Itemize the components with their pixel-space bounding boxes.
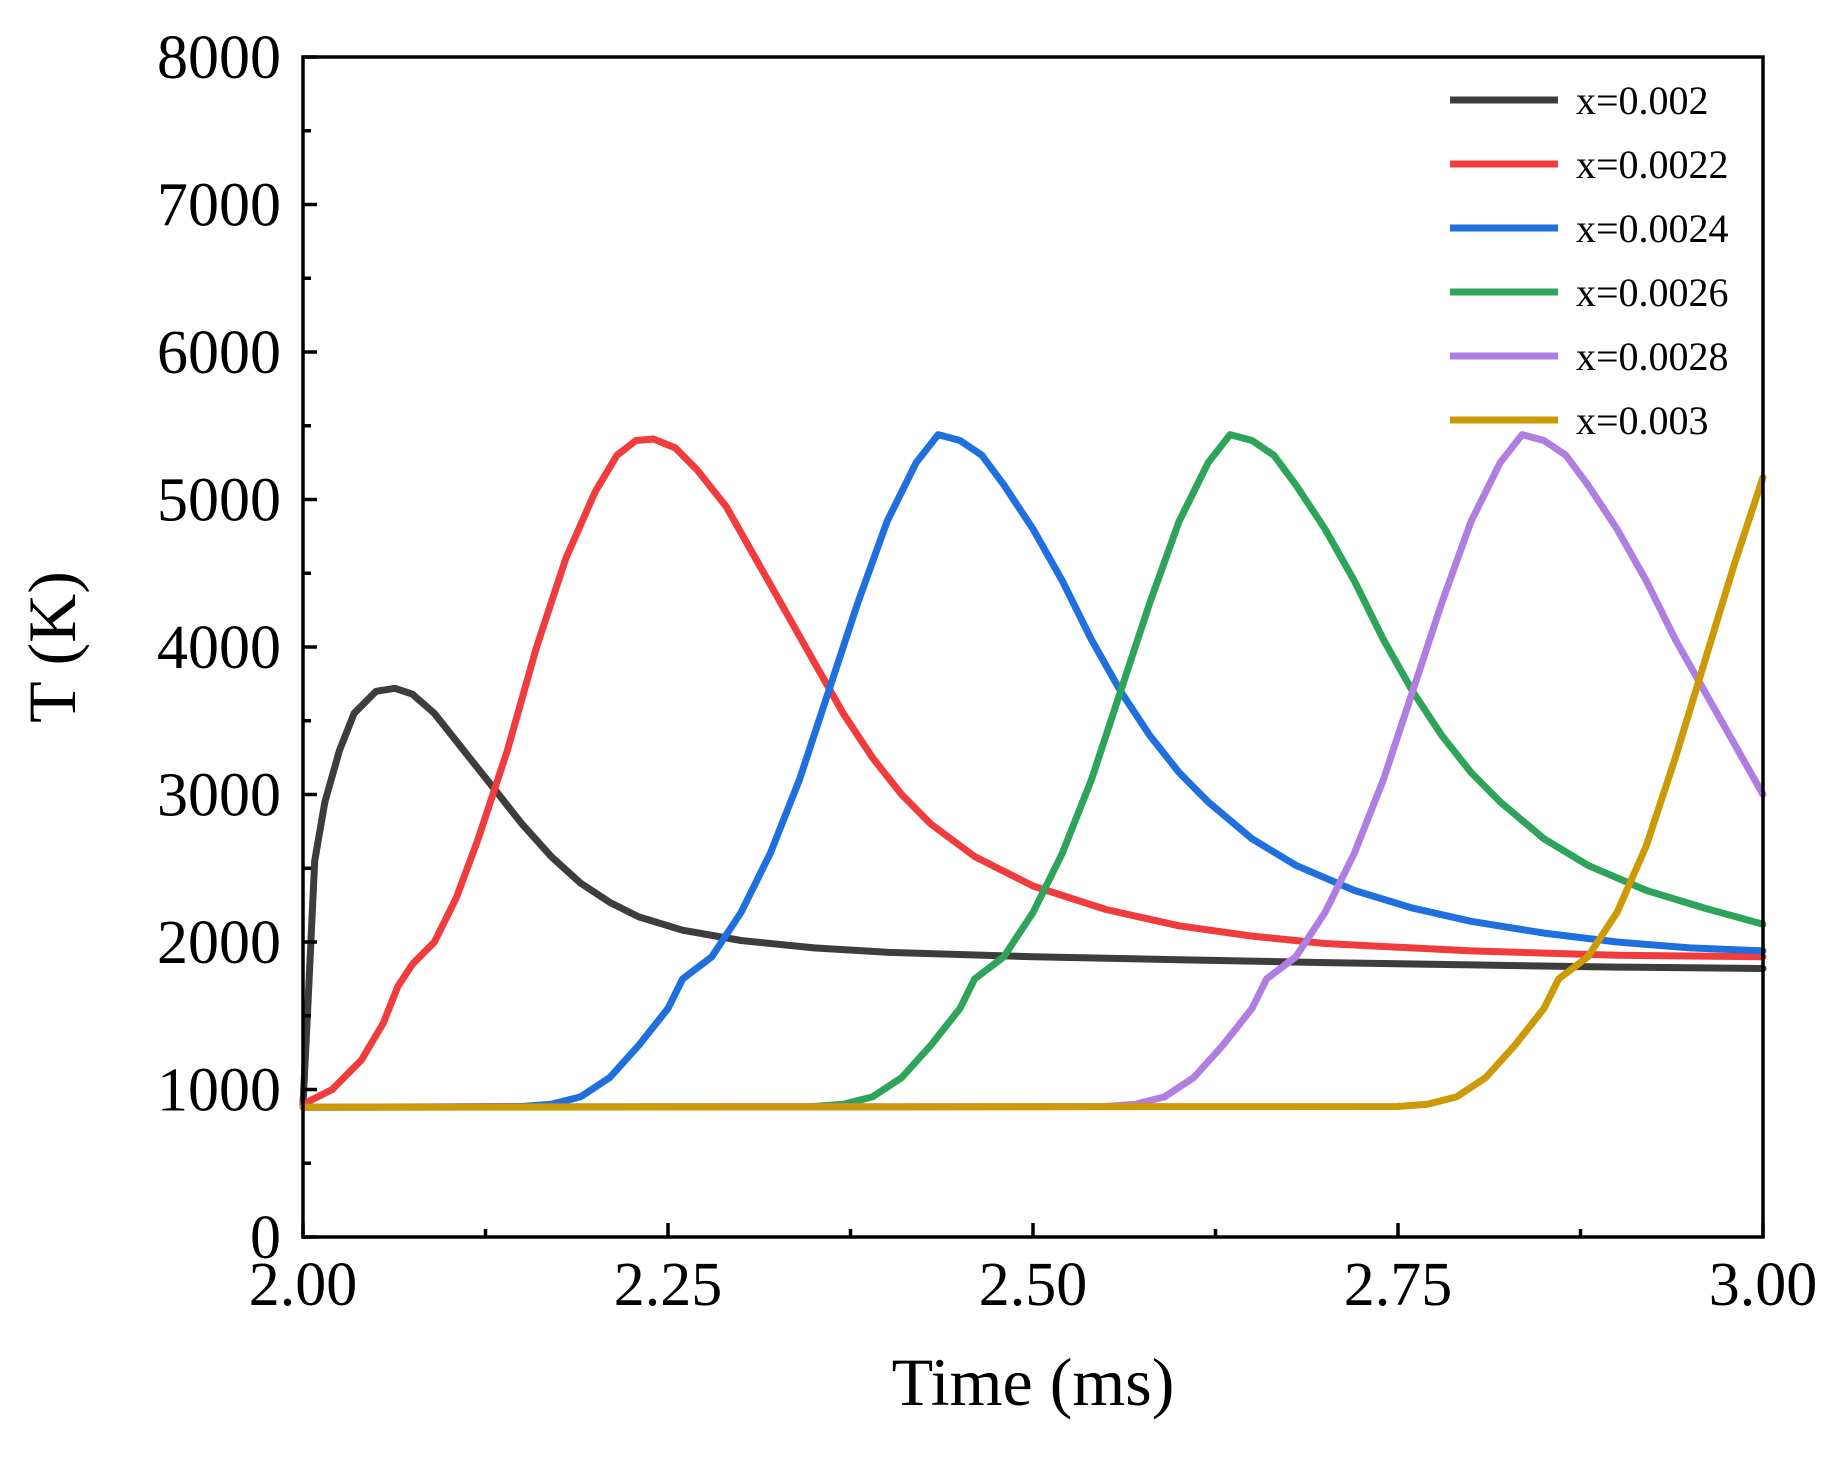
series-line — [299, 435, 1767, 1108]
y-axis-title: T (K) — [14, 571, 90, 723]
series-line — [299, 431, 1767, 1111]
x-axis-title: Time (ms) — [892, 1344, 1175, 1420]
series-line — [299, 431, 1767, 1111]
series-line — [299, 431, 1767, 1111]
y-tick-label: 3000 — [157, 762, 281, 830]
y-tick-label: 5000 — [157, 467, 281, 535]
y-tick-label: 8000 — [157, 24, 281, 92]
x-tick-label: 2.00 — [249, 1251, 358, 1319]
series-lines — [299, 431, 1767, 1111]
y-tick-label: 6000 — [157, 319, 281, 387]
legend: x=0.002 x=0.0022 x=0.0024 x=0.0026 x=0.0028 x… — [1450, 78, 1729, 443]
y-tick-label: 7000 — [157, 172, 281, 240]
axis-ticks — [301, 55, 1765, 1239]
legend-label: x=0.002 — [1576, 78, 1709, 123]
series-line — [299, 684, 1767, 1108]
y-tick-label: 2000 — [157, 909, 281, 977]
legend-label: x=0.0026 — [1576, 270, 1729, 315]
x-tick-label: 2.75 — [1344, 1251, 1453, 1319]
x-tick-label: 2.50 — [979, 1251, 1088, 1319]
legend-label: x=0.0024 — [1576, 206, 1729, 251]
tick-labels: 2.00 2.25 2.50 2.75 3.00 0 1000 2000 3000 4000 500… — [157, 24, 1817, 1319]
legend-label: x=0.0022 — [1576, 142, 1729, 187]
y-tick-label: 0 — [250, 1204, 281, 1272]
y-tick-label: 4000 — [157, 614, 281, 682]
series-line — [299, 473, 1767, 1111]
legend-label: x=0.003 — [1576, 398, 1709, 443]
x-tick-label: 2.25 — [614, 1251, 723, 1319]
legend-label: x=0.0028 — [1576, 334, 1729, 379]
plot-frame — [301, 55, 1765, 1239]
x-tick-label: 3.00 — [1709, 1251, 1818, 1319]
y-tick-label: 1000 — [157, 1057, 281, 1125]
